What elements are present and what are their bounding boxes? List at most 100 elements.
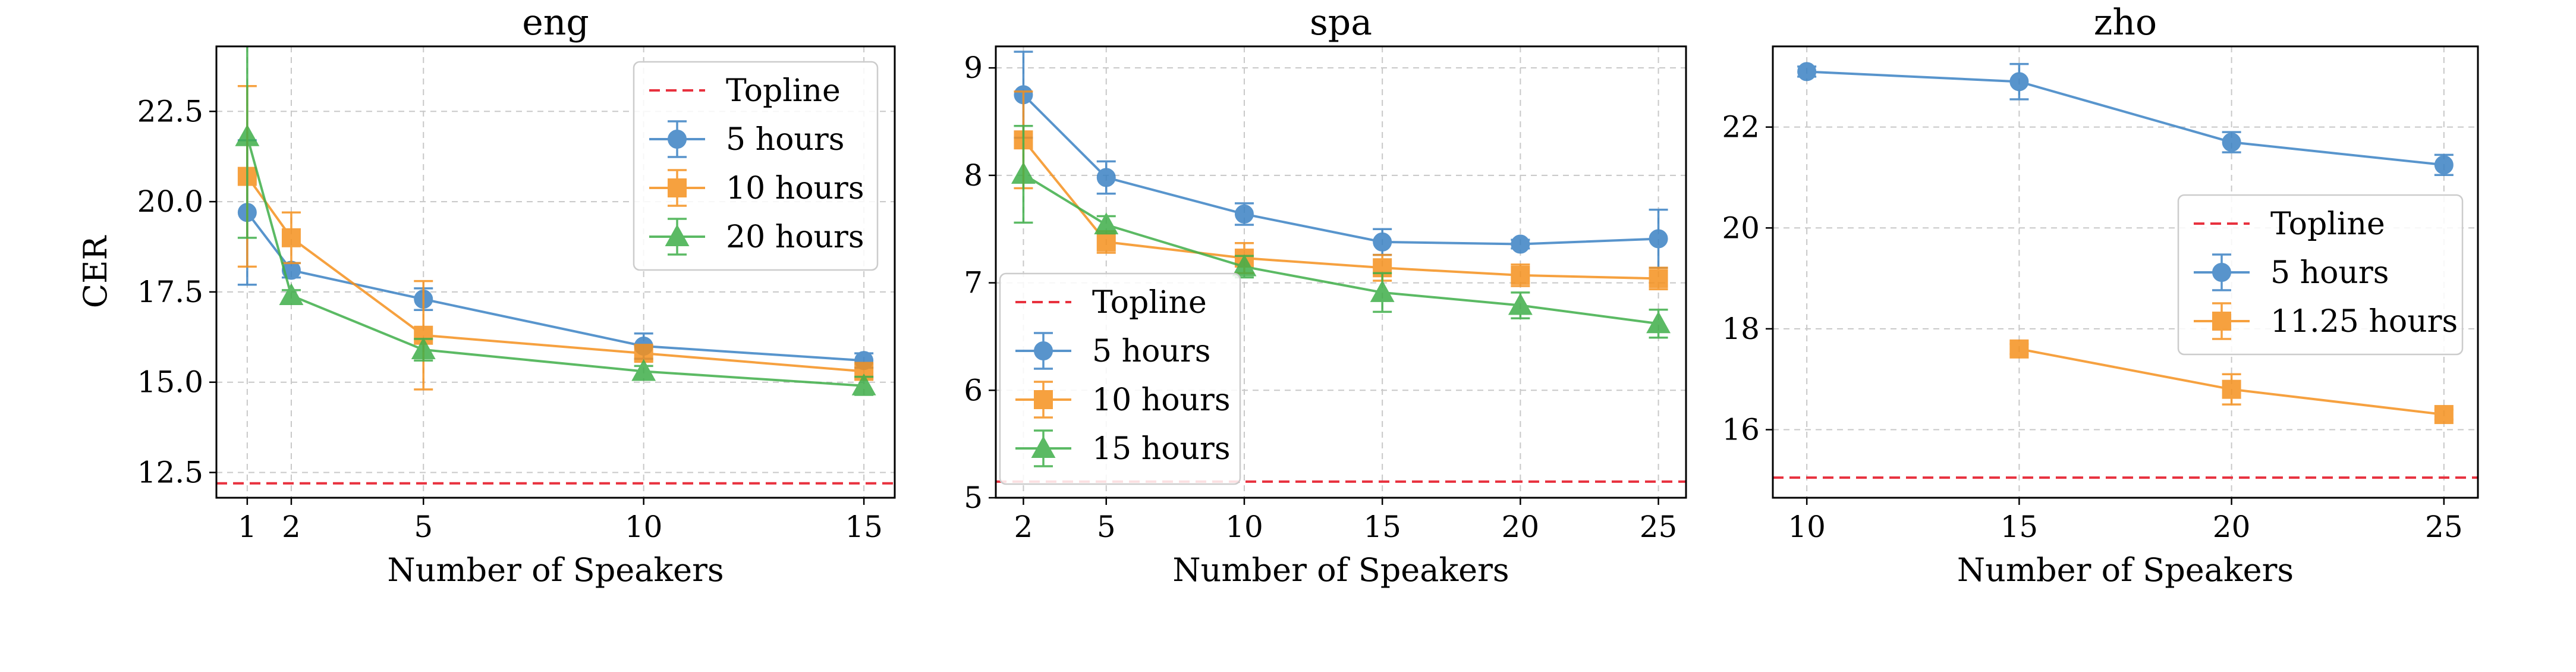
data-point <box>411 337 436 360</box>
axes-frame <box>215 45 896 499</box>
y-tick-label: 17.5 <box>137 275 203 309</box>
x-tick-label: 15 <box>2001 510 2039 544</box>
x-tick-label: 20 <box>1502 510 1540 544</box>
data-point <box>1096 232 1116 252</box>
series-5-hours <box>1797 62 2454 177</box>
panel-zho: 10 15 20 25 16 18 20 22 zho Number of Speakers Top… <box>1722 2 2479 589</box>
data-point <box>2009 72 2029 92</box>
data-point <box>1094 212 1119 234</box>
data-point <box>851 373 876 395</box>
legend-marker <box>1034 341 1053 360</box>
data-point <box>281 228 301 247</box>
legend: Topline 5 hours 11.25 hours <box>2177 194 2464 356</box>
x-tick-label: 15 <box>845 510 883 544</box>
data-point <box>2222 133 2241 152</box>
x-tick-label: 10 <box>1225 510 1263 544</box>
legend-label: 11.25 hours <box>2270 304 2458 340</box>
data-point <box>1511 265 1530 285</box>
legend-frame <box>633 61 879 271</box>
series-line <box>1022 139 1659 280</box>
legend-label: 5 hours <box>726 122 844 158</box>
data-point <box>1234 204 1254 224</box>
series-15-hours <box>1011 124 1671 339</box>
y-tick-label: 12.5 <box>137 455 203 489</box>
y-tick-label: 9 <box>964 51 983 85</box>
x-tick-label: 25 <box>1640 510 1678 544</box>
x-tick-label: 5 <box>1097 510 1116 544</box>
data-point <box>631 359 656 381</box>
y-tick-label: 8 <box>964 158 983 193</box>
legend-label: 5 hours <box>2270 255 2389 291</box>
y-tick-label: 20 <box>1722 211 1760 245</box>
data-point <box>1649 269 1668 288</box>
x-tick-label: 5 <box>414 510 433 544</box>
legend-label: 15 hours <box>1092 431 1231 467</box>
legend-label: 10 hours <box>726 171 864 206</box>
y-tick-label: 6 <box>964 373 983 407</box>
y-tick-label: 7 <box>964 266 983 300</box>
legend-marker <box>668 130 687 149</box>
legend-swatch <box>649 120 705 158</box>
data-point <box>235 124 260 146</box>
plot-area <box>1773 62 2478 479</box>
x-axis-label: Number of Speakers <box>1957 551 2294 589</box>
panel-title: spa <box>1310 2 1372 43</box>
data-point <box>2434 155 2454 175</box>
legend-marker <box>668 178 687 197</box>
legend-label: Topline <box>1092 285 1207 321</box>
x-tick-label: 1 <box>238 510 257 544</box>
legend-swatch <box>1015 381 1071 419</box>
legend-marker <box>665 224 690 246</box>
x-axis-label: Number of Speakers <box>387 551 724 589</box>
legend-swatch <box>2194 253 2250 291</box>
legend-label: Topline <box>726 73 841 109</box>
data-point <box>2434 405 2454 425</box>
axes-frame <box>995 45 1687 499</box>
legend-swatch <box>1015 429 1071 467</box>
plot-area <box>996 51 1686 483</box>
legend-swatch <box>649 169 705 207</box>
y-tick-label: 20.0 <box>137 184 203 219</box>
legend-marker <box>1031 436 1056 458</box>
y-tick-label: 16 <box>1722 413 1760 447</box>
data-point <box>2009 339 2029 359</box>
legend-swatch <box>2194 302 2250 340</box>
x-tick-label: 10 <box>1788 510 1826 544</box>
data-point <box>1649 229 1668 249</box>
legend: Topline 5 hours 10 hours 20 hours <box>633 61 879 271</box>
x-axis-label: Number of Speakers <box>1172 551 1509 589</box>
series-line <box>1807 70 2445 167</box>
panel-title: eng <box>522 2 589 43</box>
x-tick-label: 2 <box>1014 510 1033 544</box>
data-point <box>2222 379 2241 399</box>
x-tick-label: 20 <box>2213 510 2251 544</box>
series-20-hours <box>235 46 876 396</box>
y-tick-label: 22.5 <box>137 94 203 128</box>
y-tick-label: 22 <box>1722 110 1760 145</box>
legend-frame <box>2177 194 2464 356</box>
data-point <box>1511 234 1530 254</box>
legend: Topline 5 hours 10 hours 15 hours <box>999 272 1241 485</box>
data-point <box>1508 293 1533 315</box>
legend-marker <box>1034 390 1053 409</box>
series-10-hours <box>1014 90 1668 291</box>
x-tick-label: 10 <box>625 510 663 544</box>
y-tick-label: 5 <box>964 481 983 515</box>
legend-swatch <box>649 218 705 256</box>
panel-eng: 1 2 5 10 15 12.5 15.0 17.5 20.0 22.5 eng Number of … <box>77 2 896 589</box>
legend-frame <box>999 272 1241 485</box>
x-tick-label: 15 <box>1363 510 1401 544</box>
data-point <box>1232 254 1257 277</box>
data-point <box>279 283 304 305</box>
legend-label: Topline <box>2270 206 2385 242</box>
x-tick-label: 25 <box>2425 510 2463 544</box>
legend-label: 10 hours <box>1092 382 1231 418</box>
series-line <box>1023 173 1659 325</box>
data-point <box>1797 62 1817 81</box>
axes-frame <box>1772 45 2479 499</box>
data-point <box>1370 280 1395 302</box>
y-tick-label: 15.0 <box>137 365 203 400</box>
x-tick-label: 2 <box>282 510 301 544</box>
